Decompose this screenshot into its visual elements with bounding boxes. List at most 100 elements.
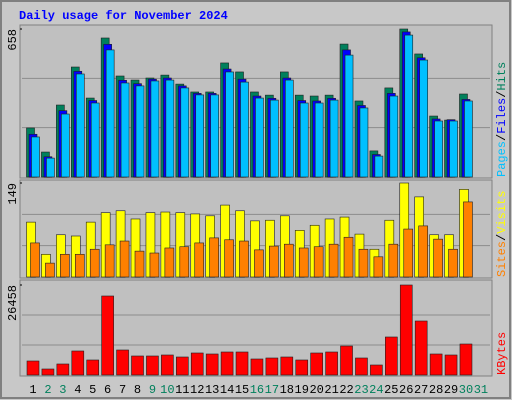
bar [385, 336, 398, 376]
x-tick-label: 24 [369, 383, 383, 397]
bar [146, 355, 159, 376]
x-tick-label: 12 [190, 383, 204, 397]
x-tick-label: 2 [44, 383, 51, 397]
bar [344, 54, 354, 178]
x-tick-label: 28 [429, 383, 443, 397]
x-tick-label: 11 [175, 383, 189, 397]
bar [210, 94, 219, 178]
bar [314, 102, 324, 178]
legend-label: Files [495, 98, 509, 134]
bar [225, 71, 234, 178]
x-tick-label: 26 [399, 383, 413, 397]
bar [71, 350, 85, 376]
x-tick-label: 18 [280, 383, 294, 397]
legend: KBytes [495, 332, 509, 375]
bar [131, 355, 144, 376]
bar [270, 99, 279, 178]
bar [235, 351, 249, 376]
legend-separator: / [495, 91, 509, 98]
x-tick-label: 13 [205, 383, 219, 397]
x-tick-label: 8 [134, 383, 141, 397]
bar [89, 248, 100, 278]
bar [149, 252, 160, 278]
bar [310, 352, 323, 376]
bar [343, 236, 354, 278]
bar [239, 240, 249, 278]
bar [224, 239, 234, 278]
bar [399, 284, 413, 376]
bar [265, 357, 279, 376]
bar [74, 253, 85, 278]
x-tick-label: 15 [235, 383, 249, 397]
x-tick-label: 17 [265, 383, 279, 397]
bar [119, 240, 130, 278]
bar [280, 356, 294, 376]
bar [209, 237, 219, 278]
x-tick-label: 5 [89, 383, 96, 397]
bar [180, 87, 190, 178]
legend: Pages/Files/Hits [495, 62, 509, 177]
legend-label: Pages [495, 141, 509, 177]
bar [90, 102, 100, 178]
bar [355, 357, 368, 376]
x-tick-label: 23 [354, 383, 368, 397]
x-tick-label: 4 [74, 383, 81, 397]
bar [101, 295, 114, 376]
bar [404, 34, 414, 178]
bar [165, 79, 175, 178]
x-tick-label: 27 [414, 383, 428, 397]
bar [116, 349, 129, 376]
bar [31, 136, 40, 178]
bar [444, 354, 458, 376]
bar [325, 351, 338, 376]
bar [389, 95, 399, 178]
bar [30, 242, 40, 278]
bar [255, 97, 264, 178]
bar [134, 250, 145, 278]
bar [104, 244, 115, 278]
y-tick-label: 26458 [6, 285, 20, 321]
bar [299, 102, 309, 178]
bar [150, 80, 160, 178]
bar [388, 243, 399, 278]
legend-label: Visits [495, 191, 509, 234]
bar [61, 113, 70, 178]
bar [373, 256, 384, 278]
bar [60, 253, 70, 278]
x-tick-label: 22 [339, 383, 353, 397]
bar [45, 262, 55, 278]
bar [86, 359, 100, 376]
bar [220, 351, 234, 376]
bar [359, 107, 369, 178]
x-tick-label: 6 [104, 383, 111, 397]
bar [414, 320, 428, 376]
bar [56, 363, 70, 376]
bar [463, 201, 473, 278]
bar [370, 364, 383, 376]
bar [448, 248, 458, 278]
legend: Sites/Visits [495, 191, 509, 277]
x-tick-label: 31 [474, 383, 488, 397]
x-tick-label: 14 [220, 383, 234, 397]
bar [434, 120, 443, 178]
legend-label: KBytes [495, 332, 509, 375]
bar [374, 155, 384, 178]
bar [285, 79, 294, 178]
x-tick-label: 7 [119, 383, 126, 397]
bar [240, 81, 249, 178]
legend-separator: / [495, 234, 509, 241]
bar [298, 247, 309, 278]
legend-separator: / [495, 134, 509, 141]
bar [75, 73, 85, 178]
bar [295, 359, 309, 376]
bar [164, 247, 175, 278]
bar [419, 59, 428, 178]
bar [429, 353, 443, 376]
x-tick-label: 21 [324, 383, 338, 397]
y-tick-label: 149 [6, 183, 20, 205]
legend-label: Sites [495, 241, 509, 277]
legend-label: Hits [495, 62, 509, 91]
bar [120, 82, 130, 178]
